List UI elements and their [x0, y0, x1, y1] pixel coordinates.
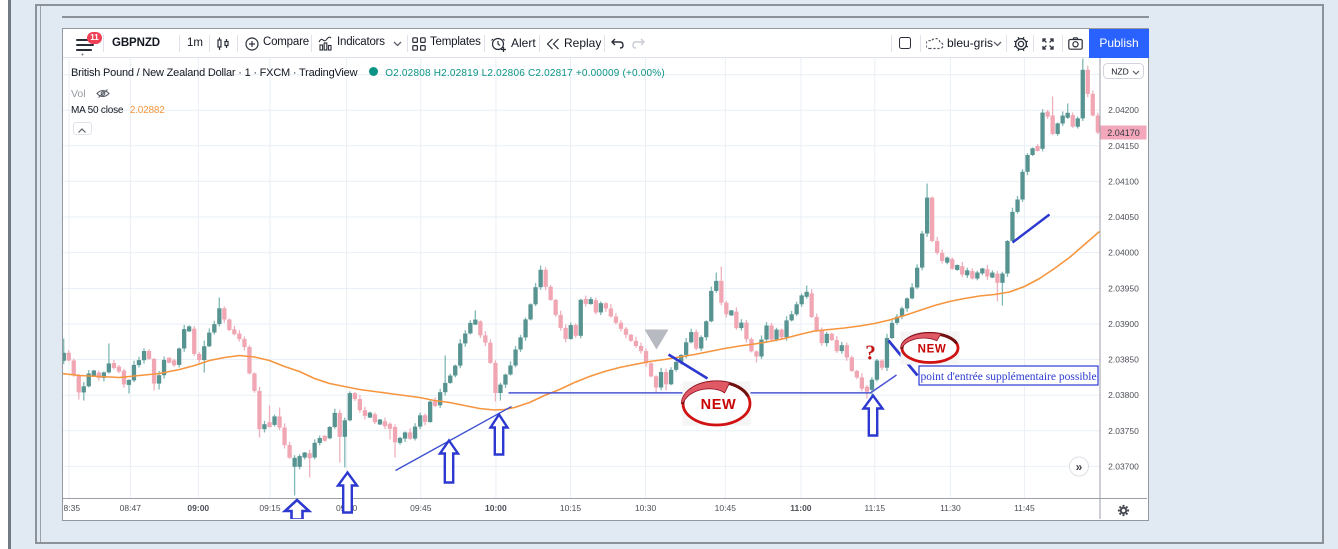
svg-text:09:15: 09:15: [259, 503, 281, 513]
svg-text:?: ?: [865, 341, 876, 365]
svg-text:8:35: 8:35: [64, 503, 81, 513]
svg-text:2.03750: 2.03750: [1108, 426, 1139, 436]
svg-text:2.04000: 2.04000: [1108, 248, 1139, 258]
svg-text:NZD: NZD: [1111, 66, 1128, 76]
svg-text:NEW: NEW: [701, 397, 737, 413]
svg-text:point d'entrée supplémentaire: point d'entrée supplémentaire possible: [920, 371, 1096, 383]
svg-text:2.03850: 2.03850: [1108, 355, 1139, 365]
svg-text:2.03950: 2.03950: [1108, 284, 1139, 294]
svg-text:NEW: NEW: [918, 343, 947, 355]
svg-text:11:45: 11:45: [1014, 503, 1035, 513]
svg-text:2.04050: 2.04050: [1108, 212, 1139, 222]
svg-text:11:15: 11:15: [864, 503, 885, 513]
svg-text:09:45: 09:45: [410, 503, 432, 513]
svg-text:11:30: 11:30: [940, 503, 961, 513]
svg-text:»: »: [1076, 460, 1083, 474]
svg-text:2.04200: 2.04200: [1108, 105, 1139, 115]
svg-text:09:00: 09:00: [187, 503, 209, 513]
svg-text:10:45: 10:45: [715, 503, 737, 513]
svg-text:2.03800: 2.03800: [1108, 390, 1139, 400]
svg-text:10:00: 10:00: [485, 503, 507, 513]
svg-text:2.04170: 2.04170: [1107, 128, 1140, 138]
svg-text:11:00: 11:00: [790, 503, 812, 513]
svg-text:10:15: 10:15: [560, 503, 582, 513]
svg-text:10:30: 10:30: [635, 503, 657, 513]
svg-text:2.04150: 2.04150: [1108, 141, 1139, 151]
svg-text:2.04100: 2.04100: [1108, 176, 1139, 186]
svg-text:2.03900: 2.03900: [1108, 319, 1139, 329]
svg-text:08:47: 08:47: [120, 503, 142, 513]
svg-text:2.03700: 2.03700: [1108, 461, 1139, 471]
